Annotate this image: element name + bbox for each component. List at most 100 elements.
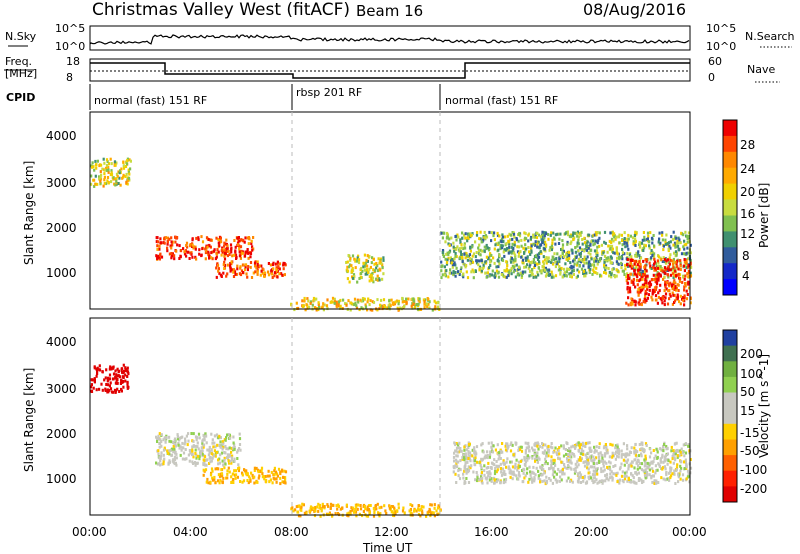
power-data-cell-5 xyxy=(602,251,605,255)
vel-data-cell-3 xyxy=(300,505,303,509)
xtick-1: 04:00 xyxy=(173,525,208,539)
vel-data-cell-1 xyxy=(213,454,216,458)
power-data-cell-5 xyxy=(604,241,607,245)
power-data-cell-1 xyxy=(173,257,176,261)
power-data-cell-0 xyxy=(115,172,119,176)
power-data-cell-6 xyxy=(639,278,642,282)
power-data-cell-5 xyxy=(621,269,624,273)
vel-data-cell-4 xyxy=(665,471,668,474)
power-data-cell-5 xyxy=(596,258,599,262)
vel-data-cell-4 xyxy=(645,444,648,447)
vel-data-cell-4 xyxy=(515,474,518,478)
power-data-cell-5 xyxy=(657,261,660,265)
vel-data-cell-4 xyxy=(657,481,660,484)
power-data-cell-6 xyxy=(663,258,666,261)
power-data-cell-6 xyxy=(673,288,676,291)
power-data-cell-6 xyxy=(685,289,688,293)
power-data-cell-5 xyxy=(482,263,485,267)
power-data-cell-5 xyxy=(454,252,457,255)
power-data-cell-5 xyxy=(623,241,626,245)
vel-cb-cell-10 xyxy=(723,486,737,503)
power-data-cell-5 xyxy=(687,231,690,235)
power-data-cell-6 xyxy=(651,288,654,292)
vel-data-cell-1 xyxy=(208,450,211,454)
vel-data-cell-4 xyxy=(674,452,677,456)
vel-data-cell-4 xyxy=(486,476,489,480)
vel-data-cell-4 xyxy=(579,456,582,460)
vel-data-cell-4 xyxy=(490,441,493,445)
power-data-cell-5 xyxy=(512,246,515,250)
vel-data-cell-1 xyxy=(219,445,222,449)
power-data-cell-5 xyxy=(488,230,491,234)
vel-data-cell-4 xyxy=(573,471,577,475)
power-data-cell-5 xyxy=(684,263,687,267)
vel-data-cell-1 xyxy=(232,446,235,450)
power-data-cell-6 xyxy=(669,258,672,262)
power-data-cell-2 xyxy=(247,265,250,268)
nave-tick-bottom: 0 xyxy=(708,71,715,84)
power-data-cell-5 xyxy=(459,238,462,242)
power-data-cell-5 xyxy=(582,272,585,275)
vel-data-cell-0 xyxy=(126,384,129,388)
vel-data-cell-4 xyxy=(595,449,598,453)
power-data-cell-5 xyxy=(632,266,635,270)
vel-data-cell-4 xyxy=(542,451,546,455)
power-data-cell-6 xyxy=(633,262,636,266)
power-data-cell-6 xyxy=(652,273,655,277)
power-data-cell-5 xyxy=(441,249,445,252)
vel-cb-cell-3 xyxy=(723,376,737,393)
vel-data-cell-1 xyxy=(238,443,242,446)
vel-data-cell-3 xyxy=(432,511,435,515)
power-data-cell-5 xyxy=(525,258,528,262)
vel-data-cell-4 xyxy=(577,476,580,480)
power-data-cell-5 xyxy=(560,248,563,251)
vel-data-cell-3 xyxy=(378,506,381,510)
power-data-cell-5 xyxy=(449,271,453,275)
power-data-cell-5 xyxy=(641,247,644,251)
power-data-cell-0 xyxy=(118,171,121,175)
vel-data-cell-4 xyxy=(495,480,498,484)
power-data-cell-6 xyxy=(665,287,668,291)
cpid-segment-3: normal (fast) 151 RF xyxy=(445,94,558,107)
vel-data-cell-4 xyxy=(627,467,630,471)
vel-data-cell-4 xyxy=(508,467,511,471)
vel-data-cell-1 xyxy=(191,439,194,443)
power-data-cell-4 xyxy=(346,260,349,264)
vel-data-cell-0 xyxy=(104,376,107,380)
power-data-cell-6 xyxy=(659,283,662,287)
vel-data-cell-4 xyxy=(685,465,688,469)
vel-data-cell-4 xyxy=(557,449,560,453)
vel-data-cell-3 xyxy=(383,504,386,508)
power-data-cell-1 xyxy=(205,246,208,250)
power-data-cell-4 xyxy=(354,266,357,270)
power-data-cell-1 xyxy=(227,249,230,253)
power-data-cell-1 xyxy=(200,254,203,258)
power-data-cell-4 xyxy=(364,272,367,276)
vel-data-cell-4 xyxy=(607,478,610,482)
vel-data-cell-4 xyxy=(520,449,524,453)
vel-cb-tick-100: 100 xyxy=(740,367,763,381)
power-data-cell-5 xyxy=(649,266,652,270)
power-data-cell-6 xyxy=(638,279,641,283)
power-data-cell-5 xyxy=(513,258,516,262)
vel-data-cell-4 xyxy=(673,472,676,476)
vel-data-cell-4 xyxy=(604,452,607,456)
power-data-cell-0 xyxy=(113,160,117,164)
power-data-cell-4 xyxy=(366,254,369,258)
power-data-cell-5 xyxy=(615,246,618,250)
power-data-cell-6 xyxy=(653,257,656,261)
power-data-cell-3 xyxy=(364,303,367,307)
vel-data-cell-4 xyxy=(663,465,666,469)
power-data-cell-0 xyxy=(93,184,96,188)
vel-data-cell-3 xyxy=(425,514,428,518)
power-data-cell-5 xyxy=(568,254,571,257)
vel-data-cell-1 xyxy=(181,441,184,445)
power-data-cell-5 xyxy=(623,231,626,235)
vel-data-cell-4 xyxy=(593,465,596,469)
vel-data-cell-4 xyxy=(464,452,467,456)
vel-data-cell-1 xyxy=(218,457,221,461)
power-data-cell-1 xyxy=(158,257,161,261)
vel-data-cell-4 xyxy=(490,477,493,481)
power-data-cell-3 xyxy=(313,298,316,302)
vel-data-cell-1 xyxy=(238,447,241,450)
